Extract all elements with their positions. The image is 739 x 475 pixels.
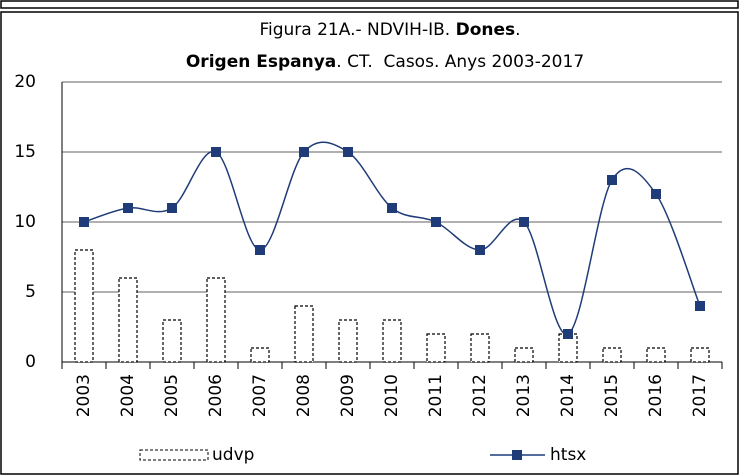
bar xyxy=(602,347,622,363)
bar xyxy=(162,319,182,363)
marker xyxy=(431,217,441,227)
x-tick-label: 2006 xyxy=(206,374,226,417)
chart-title: Origen Espanya. CT. Casos. Anys 2003-201… xyxy=(186,52,584,72)
bar xyxy=(646,347,666,363)
legend-label: udvp xyxy=(212,445,254,465)
y-tick-label: 0 xyxy=(25,352,36,372)
bar xyxy=(514,347,534,363)
chart-title: Figura 21A.- NDVIH-IB. Dones. xyxy=(259,20,520,40)
bar xyxy=(470,333,490,363)
marker xyxy=(607,175,617,185)
x-tick-label: 2010 xyxy=(382,374,402,417)
y-tick-label: 15 xyxy=(14,142,36,162)
x-tick-label: 2011 xyxy=(426,374,446,417)
marker xyxy=(343,147,353,157)
x-tick-label: 2012 xyxy=(470,374,490,417)
marker xyxy=(79,217,89,227)
bar xyxy=(426,333,446,363)
bar xyxy=(118,277,138,363)
x-tick-label: 2014 xyxy=(558,374,578,417)
top-strip xyxy=(0,0,739,9)
x-tick-label: 2003 xyxy=(74,374,94,417)
line xyxy=(83,141,701,335)
x-tick-label: 2008 xyxy=(294,374,314,417)
bar xyxy=(74,249,94,363)
legend-label: htsx xyxy=(550,445,586,465)
legend-swatch xyxy=(512,450,522,460)
x-tick-label: 2016 xyxy=(646,374,666,417)
x-tick-label: 2007 xyxy=(250,374,270,417)
bar xyxy=(294,305,314,363)
marker xyxy=(695,301,705,311)
title-part: . CT. Casos. Anys 2003-2017 xyxy=(336,52,584,72)
bar xyxy=(338,319,358,363)
bar xyxy=(382,319,402,363)
bar xyxy=(206,277,226,363)
marker xyxy=(123,203,133,213)
x-tick-label: 2009 xyxy=(338,374,358,417)
bar xyxy=(250,347,270,363)
bar xyxy=(690,347,710,363)
marker xyxy=(519,217,529,227)
x-tick-label: 2017 xyxy=(690,374,710,417)
y-tick-label: 10 xyxy=(14,212,36,232)
x-tick-label: 2004 xyxy=(118,374,138,417)
marker xyxy=(651,189,661,199)
legend-swatch xyxy=(139,449,209,461)
marker xyxy=(563,329,573,339)
title-part: Dones xyxy=(456,20,516,40)
title-part: . xyxy=(515,20,520,40)
y-tick-label: 5 xyxy=(25,282,36,302)
bar xyxy=(558,333,578,363)
x-tick-label: 2015 xyxy=(602,374,622,417)
y-tick-label: 20 xyxy=(14,72,36,92)
x-tick-label: 2005 xyxy=(162,374,182,417)
marker xyxy=(387,203,397,213)
title-part: Figura 21A.- NDVIH-IB. xyxy=(259,20,450,40)
marker xyxy=(167,203,177,213)
marker xyxy=(211,147,221,157)
marker xyxy=(255,245,265,255)
chart-border xyxy=(0,11,739,475)
marker xyxy=(299,147,309,157)
title-part: Origen Espanya xyxy=(186,52,336,72)
marker xyxy=(475,245,485,255)
x-tick-label: 2013 xyxy=(514,374,534,417)
